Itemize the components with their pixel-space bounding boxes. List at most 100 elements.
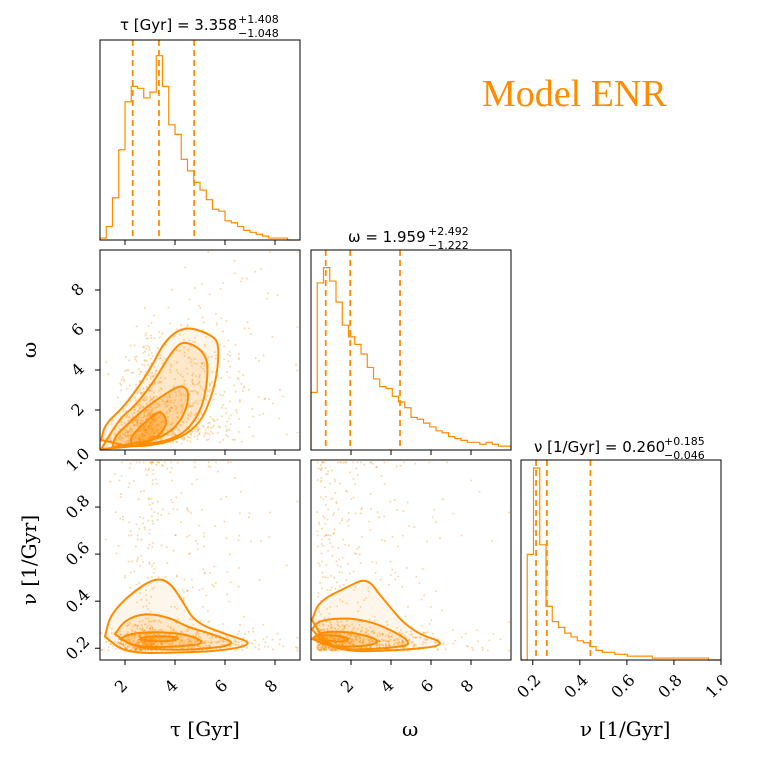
sample-point bbox=[341, 517, 344, 520]
sample-point bbox=[319, 468, 322, 471]
sample-point bbox=[198, 380, 201, 383]
sample-point bbox=[214, 581, 217, 584]
sample-point bbox=[152, 642, 155, 645]
sample-point bbox=[223, 345, 226, 348]
sample-point bbox=[157, 512, 160, 515]
sample-point bbox=[185, 420, 188, 423]
sample-point bbox=[150, 576, 153, 579]
sample-point bbox=[146, 644, 149, 647]
sample-point bbox=[142, 405, 145, 408]
sample-point bbox=[155, 643, 158, 646]
sample-point bbox=[157, 330, 160, 333]
sample-point bbox=[322, 544, 325, 547]
sample-point bbox=[144, 589, 147, 592]
sample-point bbox=[368, 618, 371, 621]
sample-point bbox=[476, 640, 479, 643]
sample-point bbox=[145, 402, 148, 405]
sample-point bbox=[121, 432, 124, 435]
sample-point bbox=[220, 406, 223, 409]
sample-point bbox=[390, 634, 393, 637]
sample-point bbox=[158, 336, 161, 339]
sample-point bbox=[214, 393, 217, 396]
sample-point bbox=[323, 461, 326, 464]
sample-point bbox=[152, 435, 155, 438]
sample-point bbox=[131, 413, 134, 416]
sample-point bbox=[194, 428, 197, 431]
sample-point bbox=[318, 649, 321, 652]
sample-point bbox=[285, 564, 288, 567]
sample-point bbox=[215, 461, 218, 464]
sample-point bbox=[134, 624, 137, 627]
sample-point bbox=[145, 332, 148, 335]
sample-point bbox=[251, 408, 254, 411]
sample-point bbox=[394, 578, 397, 581]
sample-point bbox=[209, 645, 212, 648]
sample-point bbox=[186, 416, 189, 419]
sample-point bbox=[317, 649, 320, 652]
sample-point bbox=[208, 620, 211, 623]
sample-point bbox=[139, 438, 142, 441]
sample-point bbox=[165, 546, 168, 549]
sample-point bbox=[196, 645, 199, 648]
sample-point bbox=[209, 382, 212, 385]
sample-point bbox=[157, 629, 160, 632]
sample-point bbox=[129, 638, 132, 641]
sample-point bbox=[137, 556, 140, 559]
sample-point bbox=[173, 335, 176, 338]
sample-point bbox=[296, 251, 299, 253]
sample-point bbox=[195, 390, 198, 393]
sample-point bbox=[278, 638, 281, 641]
sample-point bbox=[148, 602, 151, 605]
sample-point bbox=[199, 646, 202, 649]
sample-point bbox=[147, 354, 150, 357]
sample-point bbox=[341, 642, 344, 645]
sample-point bbox=[181, 420, 184, 423]
sample-point bbox=[124, 416, 127, 419]
sample-point bbox=[149, 424, 152, 427]
sample-point bbox=[208, 293, 211, 296]
sample-point bbox=[395, 641, 398, 644]
sample-point bbox=[119, 642, 122, 645]
sample-point bbox=[217, 641, 220, 644]
sample-point bbox=[133, 646, 136, 649]
sample-point bbox=[337, 637, 340, 640]
sample-point bbox=[150, 515, 153, 518]
sample-point bbox=[153, 621, 156, 624]
sample-point bbox=[358, 553, 361, 556]
sample-point bbox=[345, 619, 348, 622]
sample-point bbox=[193, 461, 196, 464]
sample-point bbox=[146, 414, 149, 417]
sample-point bbox=[368, 646, 371, 649]
sample-point bbox=[144, 426, 147, 429]
sample-point bbox=[318, 610, 321, 613]
sample-point bbox=[365, 597, 368, 600]
sample-point bbox=[141, 522, 144, 525]
sample-point bbox=[236, 633, 239, 636]
sample-point bbox=[157, 381, 160, 384]
sample-point bbox=[139, 649, 142, 652]
sample-point bbox=[464, 632, 467, 635]
sample-point bbox=[155, 482, 158, 485]
sample-point bbox=[142, 428, 145, 431]
sample-point bbox=[186, 367, 189, 370]
sample-point bbox=[397, 641, 400, 644]
sample-point bbox=[222, 282, 225, 285]
sample-point bbox=[143, 410, 146, 413]
sample-point bbox=[486, 649, 489, 652]
sample-point bbox=[389, 638, 392, 641]
sample-point bbox=[125, 435, 128, 438]
title-nu-minus: −0.046 bbox=[664, 449, 705, 462]
sample-point bbox=[129, 344, 132, 347]
sample-point bbox=[161, 629, 164, 632]
sample-point bbox=[362, 641, 365, 644]
sample-point bbox=[370, 640, 373, 643]
sample-point bbox=[136, 391, 139, 394]
sample-point bbox=[134, 424, 137, 427]
y-tick-label-nu: 0.6 bbox=[62, 538, 93, 569]
sample-point bbox=[133, 409, 136, 412]
sample-point bbox=[132, 424, 135, 427]
sample-point bbox=[397, 545, 400, 548]
sample-point bbox=[164, 575, 167, 578]
sample-point bbox=[149, 411, 152, 414]
sample-point bbox=[157, 461, 160, 464]
